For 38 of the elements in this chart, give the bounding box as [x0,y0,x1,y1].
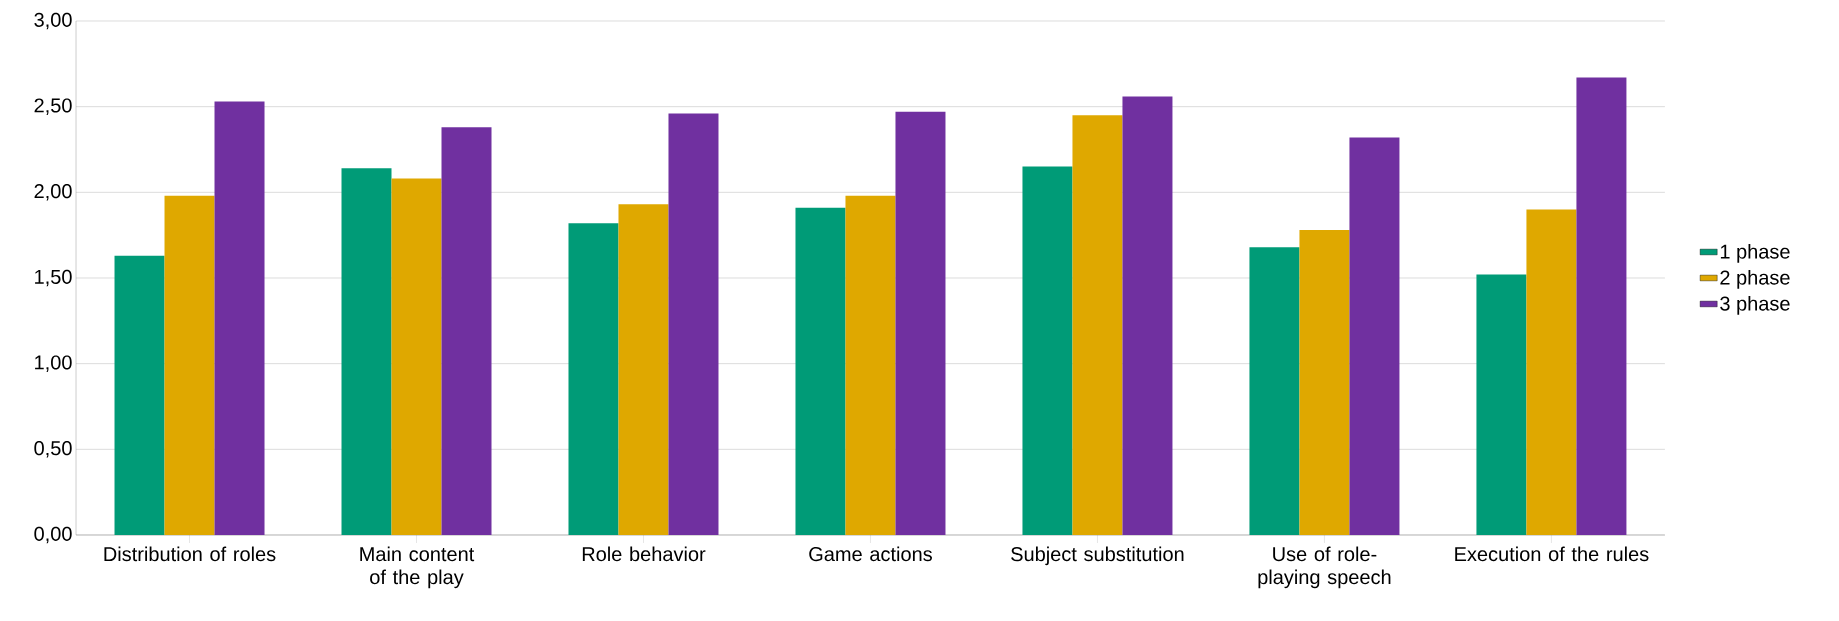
bar [568,223,619,535]
bar [391,178,442,535]
y-tick-label: 1,50 [35,269,72,287]
bar [1022,166,1073,535]
bar [1072,115,1123,535]
bar [1299,230,1350,535]
bar [214,101,265,535]
bar [618,204,669,535]
bar [1349,137,1400,535]
bar [441,127,492,535]
x-tick-label: Distribution of roles [104,546,276,562]
x-tick-label: Main content of the play [360,546,475,589]
y-tick-label: 0,50 [34,441,72,458]
legend-label: 2 phase [1720,269,1790,289]
bar [164,195,215,535]
legend-label: 1 phase [1720,244,1790,263]
x-tick-label: Execution of the rules [1455,546,1649,562]
legend-label: 3 phase [1720,295,1790,315]
x-tick-label: Role behavior [582,546,706,562]
bar [114,255,165,535]
bar [1476,274,1527,535]
bar [845,195,896,535]
bar [1526,209,1577,535]
bar [1576,77,1627,535]
x-tick-label: Subject substitution [1011,546,1184,566]
y-tick-label: 2,50 [34,98,72,115]
y-tick-label: 2,00 [34,184,72,201]
bar [668,113,719,535]
x-tick-label: Game actions [809,546,932,562]
x-tick-label: Use of role-playing speech [1258,546,1391,589]
bar [1122,96,1173,535]
bar [341,168,392,535]
bar [1249,247,1300,535]
y-tick-label: 3,00 [34,12,72,30]
bar [795,207,846,535]
y-tick-label: 1,00 [35,355,72,372]
bar [895,111,946,535]
y-tick-label: 0,00 [34,526,72,544]
